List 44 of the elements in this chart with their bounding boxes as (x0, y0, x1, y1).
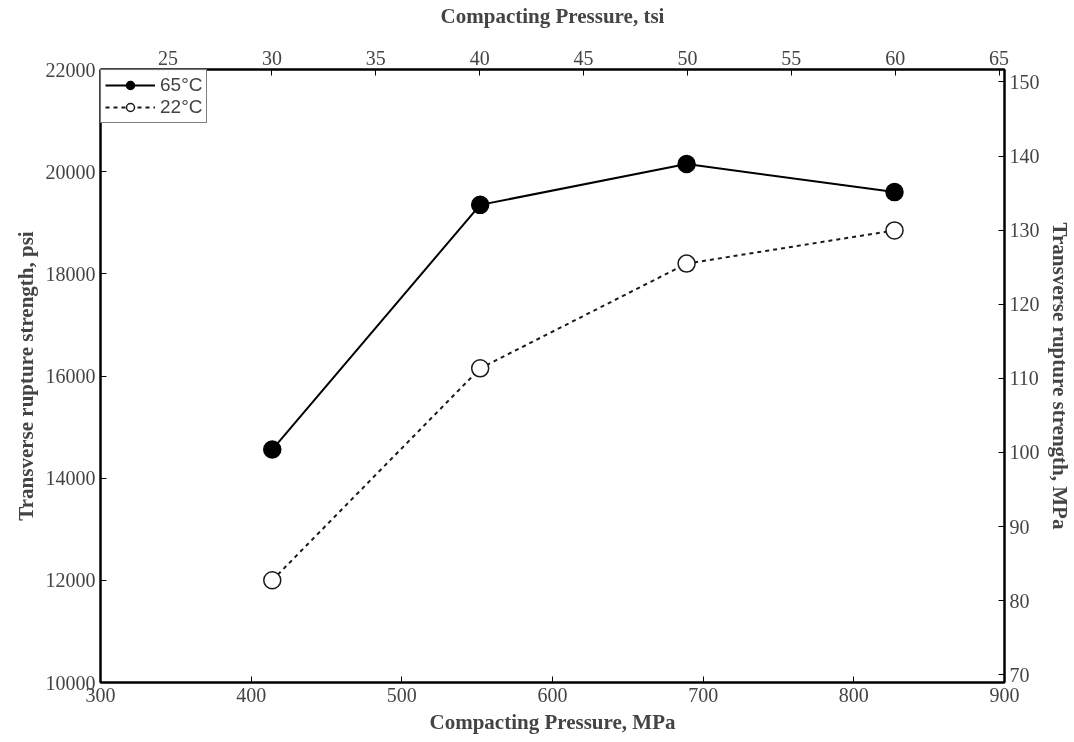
point (470, 195, 490, 215)
point (885, 221, 904, 240)
x2-axis-title: Compacting Pressure, tsi (440, 3, 665, 28)
y2-tick-label: 80 (1009, 589, 1030, 612)
y-tick-label: 18000 (45, 262, 96, 285)
point (263, 440, 282, 459)
y-tick-label: 22000 (45, 58, 96, 81)
x-axis-title: Compacting Pressure, MPa (429, 709, 676, 734)
point (885, 182, 904, 202)
x2-tick-label: 50 (677, 46, 698, 69)
y2-tick-label: 150 (1009, 70, 1040, 93)
y-tick-label: 14000 (45, 467, 96, 490)
x2-tick-label: 25 (158, 46, 179, 69)
x2-tick-label: 40 (469, 46, 490, 69)
x2-tick-label: 65 (989, 46, 1010, 69)
y2-tick-label: 130 (1009, 219, 1040, 242)
x2-tick-label: 55 (781, 46, 802, 69)
legend-label: 65°C (160, 74, 203, 96)
x-tick-label: 600 (537, 683, 568, 706)
point (263, 571, 282, 590)
y-tick-label: 20000 (45, 160, 96, 183)
y2-tick-label: 110 (1009, 367, 1039, 390)
y2-tick-label: 90 (1009, 515, 1030, 538)
x-tick-label: 800 (838, 683, 869, 706)
point (677, 154, 696, 174)
y2-axis-title: Transverse rupture strength, MPa (1047, 222, 1072, 530)
x-tick-label: 400 (236, 683, 267, 706)
y2-tick-label: 70 (1009, 663, 1030, 686)
y2-tick-label: 100 (1009, 441, 1040, 464)
legend-label: 22°C (160, 96, 203, 118)
x2-tick-label: 35 (365, 46, 386, 69)
x2-tick-label: 60 (885, 46, 906, 69)
y-tick-label: 12000 (45, 569, 96, 592)
point (470, 359, 490, 378)
y2-tick-label: 120 (1009, 293, 1040, 316)
y-tick-label: 16000 (45, 365, 96, 387)
y-axis-title: Transverse rupture strength, psi (13, 231, 38, 521)
x-tick-label: 900 (989, 683, 1020, 706)
x2-tick-label: 45 (573, 46, 594, 69)
x2-tick-label: 30 (261, 46, 282, 69)
x-tick-label: 700 (688, 683, 719, 706)
x-tick-label: 500 (386, 683, 417, 706)
point (677, 254, 696, 273)
y2-tick-label: 140 (1009, 145, 1040, 168)
